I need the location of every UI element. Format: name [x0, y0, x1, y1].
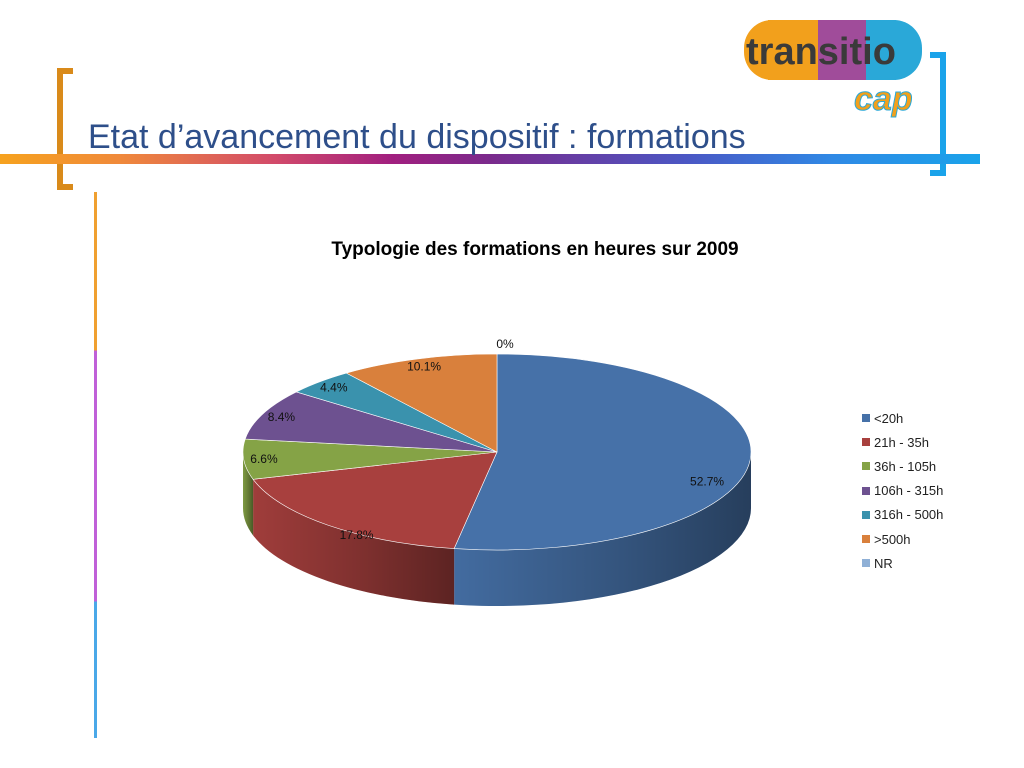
- pie-slice-21h-35h: [252, 451, 498, 549]
- page-title: Etat d’avancement du dispositif : format…: [88, 118, 746, 156]
- legend-item-106h-315h: 106h - 315h: [862, 479, 943, 503]
- pie-top: [242, 353, 752, 551]
- legend-item-500h: >500h: [862, 527, 943, 551]
- pie-slice-106h-315h: [244, 391, 498, 453]
- legend-swatch: [862, 559, 870, 568]
- data-label-36h-105h: 6.6%: [250, 452, 278, 466]
- legend-swatch: [862, 462, 870, 471]
- data-label-nr: 0%: [496, 337, 514, 351]
- left-bracket-decoration: [57, 68, 73, 190]
- legend-label: >500h: [874, 531, 911, 547]
- legend-swatch: [862, 414, 870, 423]
- header-gradient-band: [0, 154, 980, 164]
- legend-label: NR: [874, 555, 893, 571]
- legend-swatch: [862, 535, 870, 544]
- legend-item-36h-105h: 36h - 105h: [862, 454, 943, 478]
- data-label-21h-35h: 17.8%: [340, 528, 374, 542]
- chart-title: Typologie des formations en heures sur 2…: [331, 239, 738, 260]
- legend-label: <20h: [874, 410, 904, 426]
- legend-item-316h-500h: 316h - 500h: [862, 503, 943, 527]
- legend-label: 21h - 35h: [874, 434, 929, 450]
- chart-legend: <20h 21h - 35h 36h - 105h 106h - 315h 316h -…: [862, 406, 943, 575]
- pie-slice-20h: [453, 353, 752, 551]
- legend-item-nr: NR: [862, 551, 943, 575]
- pie-data-labels: 52.7% 17.8% 6.6% 8.4% 4.4% 10.1% 0%: [250, 337, 724, 542]
- right-bracket-decoration: [930, 52, 946, 176]
- pie-side-shade-21h-35h: [253, 479, 455, 605]
- transitio-cap-logo: transitio cap: [744, 20, 922, 119]
- legend-label: 36h - 105h: [874, 458, 937, 474]
- logo-text-sub: cap: [854, 80, 913, 118]
- legend-swatch: [862, 486, 870, 495]
- pie-side-shade-20h: [454, 452, 751, 607]
- pie-side-shade-36h-105h: [243, 452, 254, 536]
- data-label-106h-315h: 8.4%: [268, 410, 296, 424]
- legend-label: 316h - 500h: [874, 507, 944, 523]
- pie-slice-500h: [345, 353, 498, 453]
- data-label-20h: 52.7%: [690, 474, 724, 488]
- pie-sides: [243, 452, 751, 607]
- legend-item-20h: <20h: [862, 406, 943, 430]
- data-label-316h-500h: 4.4%: [320, 380, 348, 394]
- data-label-500h: 10.1%: [407, 359, 441, 373]
- legend-swatch: [862, 510, 870, 519]
- logo-text-main: transitio: [746, 31, 896, 73]
- legend-swatch: [862, 438, 870, 447]
- vertical-rule-decoration: [94, 192, 97, 738]
- legend-label: 106h - 315h: [874, 483, 944, 499]
- legend-item-21h-35h: 21h - 35h: [862, 430, 943, 454]
